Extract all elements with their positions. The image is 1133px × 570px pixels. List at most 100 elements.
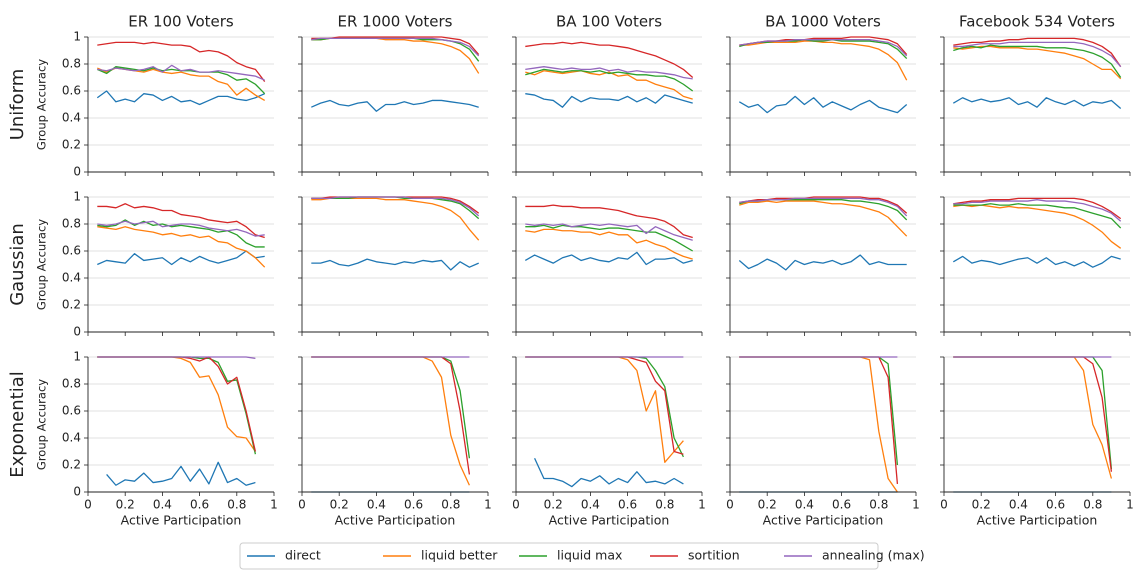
x-axis-label: Active Participation [549,513,670,528]
legend-label: liquid better [421,548,498,563]
data-line [525,223,693,241]
x-tick-label: 1 [270,498,278,512]
y-tick-label: 0 [73,485,81,499]
data-line [311,36,480,55]
data-line [97,356,257,455]
panel-title: ER 100 Voters [128,13,234,31]
x-tick-label: 0.2 [972,498,991,512]
data-line [97,41,266,82]
legend-label: annealing (max) [822,548,925,563]
data-line [97,356,256,359]
data-line [97,356,256,452]
y-tick-label: 0.2 [62,458,81,472]
data-line [311,196,480,217]
x-tick-label: 0 [512,498,520,512]
x-tick-label: 0.2 [544,498,563,512]
x-tick-label: 0.8 [227,498,246,512]
x-tick-label: 0.8 [1083,498,1102,512]
panel-title: Facebook 534 Voters [959,13,1115,31]
x-tick-label: 0.8 [869,498,888,512]
x-tick-label: 0 [298,498,306,512]
y-tick-label: 0.4 [62,111,81,125]
data-line [739,40,908,81]
x-tick-label: 0.4 [367,498,386,512]
data-line [97,356,257,452]
data-line [953,356,1113,479]
x-axis-label: Active Participation [763,513,884,528]
panel-title: BA 100 Voters [556,13,662,31]
row-label: Exponential [7,371,28,477]
data-line [97,220,265,237]
data-line [739,200,908,237]
x-tick-label: 1 [484,498,492,512]
data-line [311,37,480,57]
x-tick-label: 0.8 [441,498,460,512]
x-tick-label: 0.6 [1046,498,1065,512]
x-axis-label: Active Participation [977,513,1098,528]
data-line [97,64,265,81]
data-line [525,228,693,260]
x-tick-label: 0.4 [1009,498,1028,512]
data-line [525,70,693,100]
data-line [739,39,908,60]
legend-label: sortition [688,548,740,563]
data-line [311,356,471,459]
x-tick-label: 0.2 [116,498,135,512]
data-line [97,203,265,239]
data-line [953,45,1122,80]
data-line [953,41,1122,68]
data-line [97,226,266,268]
data-line [525,93,693,108]
data-line [97,67,266,102]
data-line [534,457,684,488]
x-tick-label: 0.4 [153,498,172,512]
x-axis-label: Active Participation [335,513,456,528]
data-line [739,197,908,217]
y-tick-label: 1 [73,190,81,204]
y-tick-label: 1 [73,350,81,364]
data-line [311,258,479,271]
x-tick-label: 0.8 [655,498,674,512]
y-tick-label: 1 [73,30,81,44]
data-line [97,250,265,266]
data-line [525,356,684,463]
data-line [311,37,480,74]
data-line [525,68,694,92]
y-tick-label: 0.8 [62,57,81,71]
x-tick-label: 0.6 [404,498,423,512]
x-tick-label: 0.2 [758,498,777,512]
x-tick-label: 0.6 [190,498,209,512]
x-tick-label: 1 [1126,498,1133,512]
data-line [952,97,1122,110]
data-line [97,219,265,248]
x-tick-label: 0.4 [795,498,814,512]
data-line [953,44,1122,78]
data-line [953,197,1122,220]
y-axis-label: Group Accuracy [35,219,49,310]
x-tick-label: 1 [912,498,920,512]
y-tick-label: 0.4 [62,271,81,285]
data-line [525,66,693,80]
x-tick-label: 1 [698,498,706,512]
data-line [311,99,479,112]
data-line [525,356,684,455]
y-tick-label: 0.8 [62,217,81,231]
data-line [953,203,1122,229]
data-line [953,356,1113,470]
x-tick-label: 0.6 [832,498,851,512]
y-tick-label: 0 [73,165,81,179]
y-tick-label: 0 [73,325,81,339]
y-tick-label: 0.6 [62,84,81,98]
panel-title: BA 1000 Voters [765,13,881,31]
data-line [311,356,470,486]
data-line [525,356,684,458]
data-line [525,204,693,239]
data-line [953,199,1122,222]
x-tick-label: 0 [726,498,734,512]
x-tick-label: 0 [84,498,92,512]
data-line [738,254,907,271]
data-line [953,356,1113,472]
data-line [96,90,265,106]
data-line [739,39,908,57]
y-tick-label: 0.2 [62,138,81,152]
